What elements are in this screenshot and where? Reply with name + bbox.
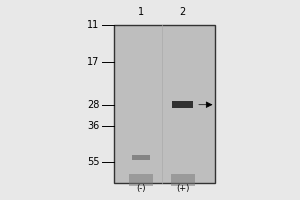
Text: 2: 2 [180,7,186,17]
Text: (+): (+) [176,184,189,193]
Bar [171,174,195,186]
Text: 28: 28 [87,100,100,110]
Bar [172,101,193,108]
Text: 36: 36 [87,121,100,131]
Text: 1: 1 [138,7,144,17]
Text: (-): (-) [136,184,146,193]
Bar [132,155,150,160]
Text: 17: 17 [87,57,100,67]
Text: 55: 55 [87,157,100,167]
Bar [114,25,215,183]
Bar [129,174,153,186]
Text: 11: 11 [87,20,100,30]
